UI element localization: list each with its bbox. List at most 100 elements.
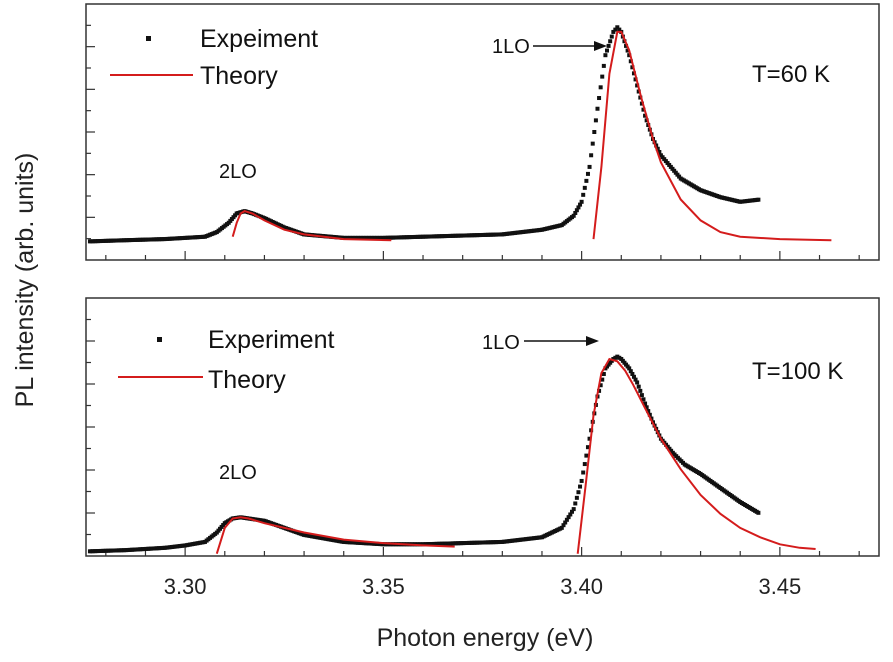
experiment-point	[573, 210, 578, 215]
experiment-point	[593, 118, 598, 123]
experiment-point	[630, 371, 635, 376]
annotation-2lo: 2LO	[219, 161, 257, 183]
experiment-point	[628, 369, 633, 374]
experiment-point	[644, 118, 649, 123]
panel-top-x-ticks	[105, 251, 860, 260]
x-tick-label: 3.45	[758, 574, 801, 599]
experiment-point	[568, 512, 573, 517]
experiment-point	[579, 478, 584, 483]
experiment-point	[639, 393, 644, 398]
experiment-point	[628, 59, 633, 64]
experiment-point	[579, 199, 584, 204]
experiment-point	[657, 150, 662, 155]
experiment-point	[613, 27, 618, 32]
experiment-point	[574, 495, 579, 500]
experiment-point	[587, 436, 592, 441]
series-theory-line	[215, 516, 455, 554]
experiment-point	[589, 153, 594, 158]
experiment-point	[573, 501, 578, 506]
experiment-point	[578, 202, 583, 207]
experiment-point	[611, 29, 616, 34]
experiment-point	[636, 384, 641, 389]
experiment-point	[574, 208, 579, 213]
experiment-point	[566, 515, 571, 520]
experiment-point	[582, 185, 587, 190]
temperature-label: T=100 K	[752, 358, 843, 385]
annotation-1lo: 1LO	[492, 36, 530, 58]
experiment-point	[576, 490, 581, 495]
experiment-point	[609, 34, 614, 39]
annotation-1lo: 1LO	[482, 332, 520, 354]
experiment-point	[639, 101, 644, 106]
panel-bottom-x-ticks	[105, 547, 860, 556]
experiment-point	[564, 517, 569, 522]
experiment-point	[559, 525, 564, 530]
legend-experiment-marker	[146, 36, 151, 41]
experiment-point	[585, 445, 590, 450]
experiment-point	[606, 43, 611, 48]
experiment-point	[597, 96, 602, 101]
experiment-point	[630, 65, 635, 70]
experiment-point	[581, 192, 586, 197]
experiment-point	[569, 509, 574, 514]
annotation-1lo-arrow	[524, 336, 599, 346]
x-tick-label: 3.40	[560, 574, 603, 599]
experiment-point	[631, 71, 636, 76]
experiment-point	[592, 130, 597, 134]
series-theory-line	[576, 357, 816, 554]
legend-theory-label: Theory	[208, 366, 286, 394]
experiment-point	[617, 27, 622, 32]
series-theory-line	[231, 210, 392, 242]
experiment-point	[615, 25, 620, 30]
annotation-1lo-arrow	[533, 41, 607, 51]
experiment-point	[647, 412, 652, 417]
experiment-point	[600, 377, 605, 382]
temperature-label: T=60 K	[752, 61, 830, 88]
panel-top: Expeiment Theory T=60 K 2LO 1LO	[85, 3, 880, 261]
experiment-point	[635, 380, 640, 385]
experiment-point	[563, 520, 568, 525]
experiment-point	[598, 383, 603, 388]
experiment-point	[655, 146, 660, 151]
experiment-point	[643, 401, 648, 406]
experiment-point	[585, 171, 590, 176]
panel-bottom-legend: Experiment Theory	[118, 326, 334, 394]
experiment-point	[624, 43, 629, 48]
experiment-point	[601, 371, 606, 376]
experiment-point	[605, 48, 610, 53]
experiment-point	[646, 409, 651, 414]
experiment-point	[584, 453, 589, 458]
experiment-point	[627, 366, 632, 371]
legend-experiment-label: Experiment	[208, 326, 334, 354]
annotation-2lo: 2LO	[219, 462, 257, 484]
experiment-point	[598, 85, 603, 90]
experiment-point	[603, 53, 608, 58]
experiment-point	[561, 523, 566, 528]
experiment-point	[625, 48, 630, 53]
experiment-point	[638, 388, 643, 393]
experiment-point	[756, 197, 761, 202]
experiment-point	[669, 448, 674, 453]
experiment-point	[608, 39, 613, 44]
experiment-point	[641, 107, 646, 112]
experiment-point	[643, 113, 648, 118]
panel-bottom: Experiment Theory T=100 K 2LO 1LO	[85, 297, 880, 557]
experiment-point	[578, 484, 583, 489]
x-tick-labels: 3.30 3.35 3.40 3.45	[164, 574, 802, 599]
panel-bottom-y-ticks	[86, 318, 95, 536]
experiment-point	[665, 444, 670, 449]
experiment-point	[600, 74, 605, 79]
y-axis-title: PL intensity (arb. units)	[11, 153, 39, 408]
experiment-point	[641, 397, 646, 402]
x-tick-label: 3.30	[164, 574, 207, 599]
legend-experiment-label: Expeiment	[200, 25, 318, 53]
experiment-point	[644, 405, 649, 410]
experiment-point	[581, 470, 586, 475]
experiment-point	[756, 510, 761, 515]
x-axis-title: Photon energy (eV)	[377, 624, 594, 652]
legend-experiment-marker	[157, 337, 162, 342]
experiment-point	[571, 507, 576, 512]
legend-theory-label: Theory	[200, 62, 278, 90]
panel-bottom-plot-area	[87, 354, 816, 554]
experiment-point	[587, 164, 592, 169]
